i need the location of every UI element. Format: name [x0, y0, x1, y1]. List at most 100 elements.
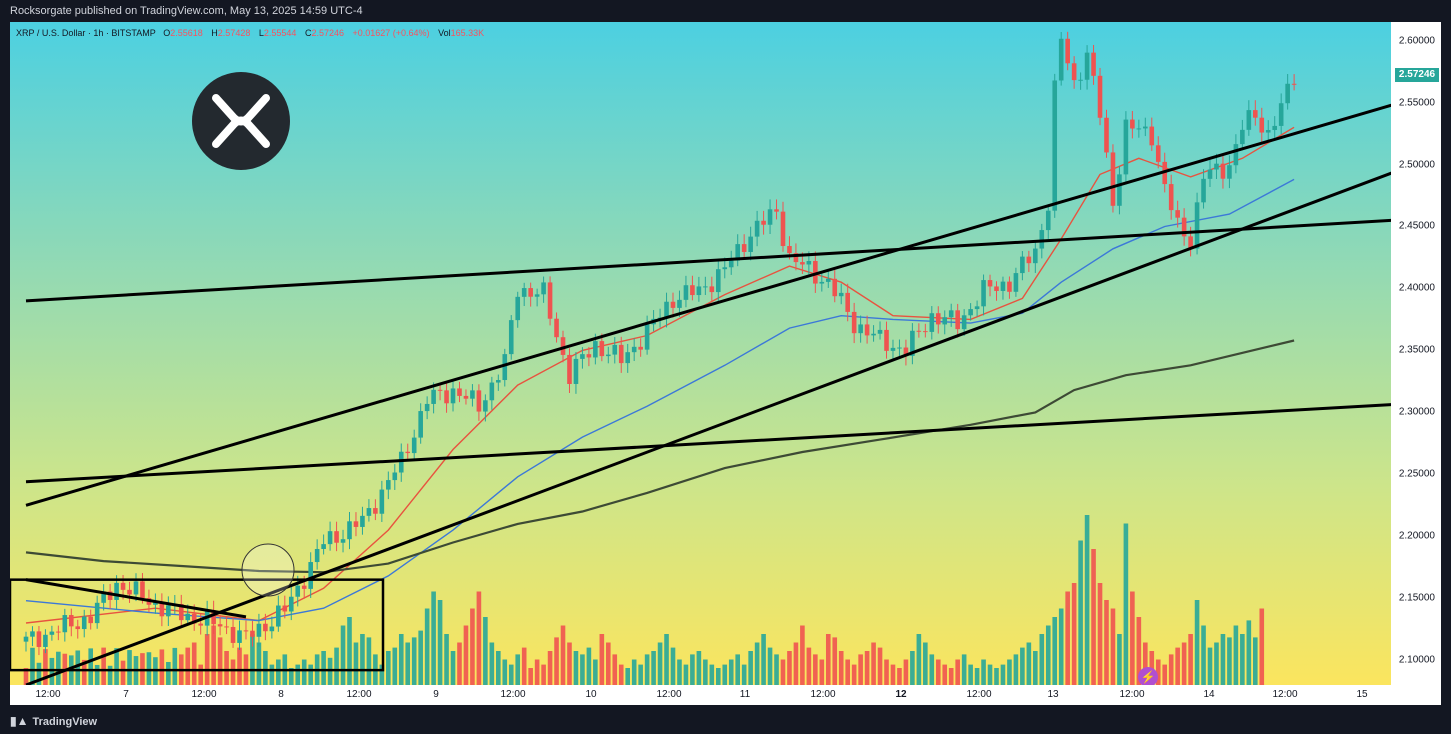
volume-bar [974, 668, 980, 685]
candle-body [631, 346, 637, 353]
volume-bar [308, 664, 313, 685]
candle-body [1013, 273, 1019, 292]
candle-body [845, 292, 850, 312]
candle-body [1084, 52, 1090, 80]
volume-bar [787, 651, 792, 685]
candle-body [1007, 281, 1012, 292]
candle-body [424, 403, 430, 412]
volume-bar [1033, 651, 1038, 685]
candle-body [1091, 52, 1096, 76]
volume-bar [496, 651, 501, 685]
time-tick-label: 15 [1356, 689, 1368, 700]
volume-bar [43, 649, 48, 685]
candle-body [961, 315, 967, 330]
tradingview-brand[interactable]: ▮▲ TradingView [10, 714, 97, 728]
moving-average-line [25, 339, 1295, 574]
candle-body [256, 623, 262, 637]
candle-body [1188, 236, 1193, 249]
candle-body [1143, 126, 1148, 129]
volume-bar [159, 649, 165, 685]
candle-body [269, 626, 275, 632]
price-tick-label: 2.45000 [1398, 220, 1435, 232]
candle-body [612, 344, 618, 355]
chart-plot-area[interactable]: XRP / U.S. Dollar · 1h · BITSTAMP O2.556… [10, 22, 1391, 685]
volume-bar [845, 659, 850, 685]
time-tick-label: 12:00 [810, 689, 836, 700]
volume-bar [929, 654, 935, 685]
candle-body [528, 288, 533, 297]
volume-bar [353, 642, 359, 685]
volume-bar [1045, 625, 1051, 685]
volume-bar [198, 664, 203, 685]
volume-bar [237, 647, 242, 685]
volume-bar [683, 664, 689, 685]
legend-close: 2.57246 [311, 28, 344, 38]
candle-body [1155, 145, 1161, 162]
candle-body [191, 613, 197, 624]
legend-close-label: C [304, 28, 312, 38]
candle-body [1078, 79, 1083, 81]
lightning-icon[interactable]: ⚡ [1138, 667, 1158, 685]
volume-bar [968, 664, 973, 685]
volume-bar [612, 654, 618, 685]
volume-bar [49, 657, 55, 685]
volume-bar [567, 642, 572, 685]
candle-body [230, 626, 236, 643]
time-axis[interactable]: 12:00 7 12:00 8 12:00 9 12:00 10 12:00 11 12:00 12 1… [10, 685, 1391, 705]
candle-body [1065, 38, 1070, 64]
breakout-highlight-circle [241, 543, 295, 597]
candle-body [573, 358, 579, 384]
candle-body [916, 330, 922, 332]
volume-bar [1253, 637, 1258, 685]
volume-bar [573, 651, 579, 685]
volume-bar [334, 647, 339, 685]
candle-body [968, 309, 973, 316]
volume-bar [903, 659, 909, 685]
candle-body [1130, 119, 1135, 129]
candle-body [1117, 174, 1122, 206]
candle-body [120, 582, 126, 590]
volume-bar [677, 659, 682, 685]
candle-body [618, 344, 624, 364]
candle-body [774, 209, 779, 212]
volume-bar [476, 591, 482, 685]
candle-body [1039, 230, 1045, 249]
candle-body [321, 544, 326, 549]
candle-body [1181, 217, 1187, 237]
volume-bar [897, 668, 902, 685]
volume-bar [295, 664, 301, 685]
volume-bar [483, 617, 488, 685]
volume-bar [715, 668, 721, 685]
volume-bar [256, 642, 262, 685]
volume-bar [1233, 625, 1239, 685]
candle-body [625, 352, 631, 364]
candle-body [153, 602, 158, 605]
candle-body [864, 324, 870, 336]
volume-bar [120, 660, 126, 685]
candle-body [114, 582, 119, 600]
volume-bar [1155, 659, 1161, 685]
candle-body [1097, 75, 1103, 118]
candle-body [314, 548, 320, 563]
volume-bar [411, 637, 417, 685]
volume-bar [276, 659, 281, 685]
volume-bar [398, 634, 404, 685]
candle-body [360, 515, 365, 527]
volume-bar [463, 625, 469, 685]
axis-corner [1391, 685, 1441, 705]
candle-body [942, 317, 948, 325]
candle-body [411, 437, 417, 454]
candle-body [250, 630, 255, 637]
price-axis[interactable]: 2.60000 2.55000 2.50000 2.45000 2.40000 2.350… [1391, 22, 1441, 685]
volume-bar [547, 651, 553, 685]
candle-body [1149, 126, 1155, 146]
candle-body [62, 615, 68, 633]
candle-body [373, 508, 378, 514]
volume-bar [94, 664, 100, 685]
candle-body [1168, 184, 1174, 211]
price-tick-label: 2.25000 [1398, 468, 1435, 480]
candle-body [379, 489, 385, 514]
candle-body [444, 390, 449, 404]
volume-bar [386, 651, 391, 685]
candle-body [340, 539, 346, 543]
